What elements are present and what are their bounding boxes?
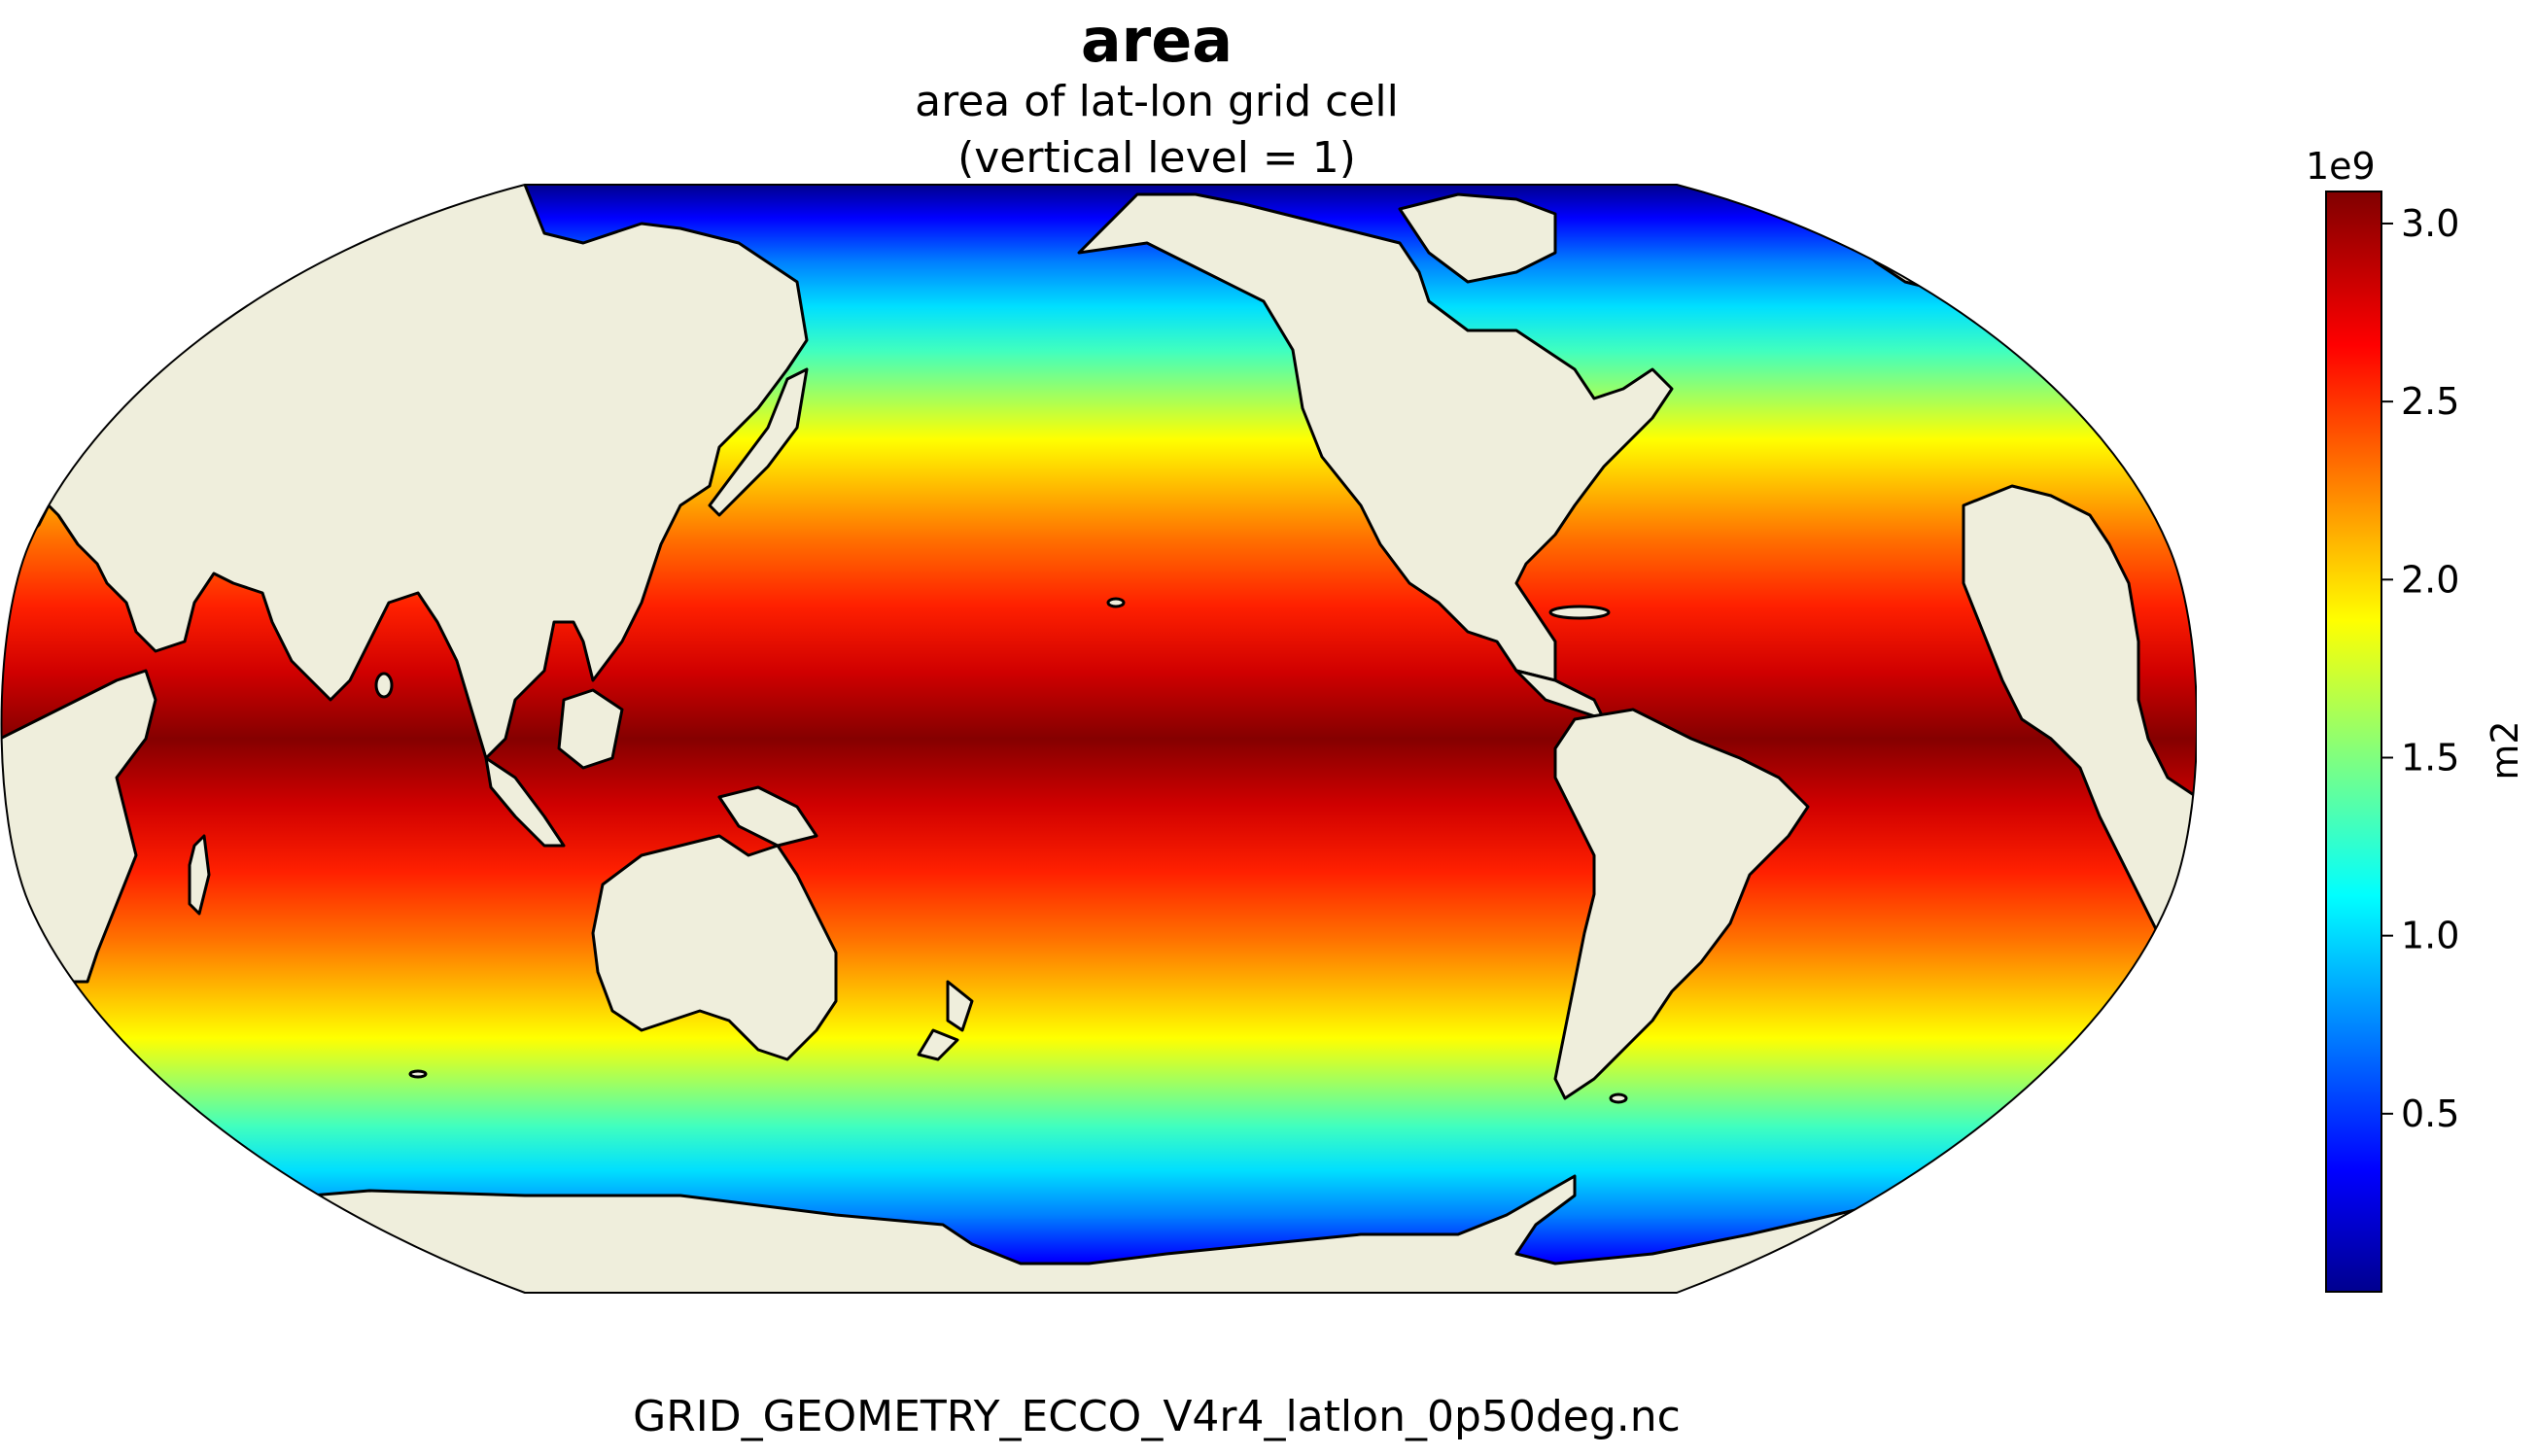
land-madagascar: [188, 834, 211, 916]
map-title: area: [1080, 5, 1234, 76]
land-sri-lanka: [374, 672, 394, 699]
land-new-zealand-south: [917, 1028, 959, 1061]
land-antarctica: [1, 1174, 2197, 1293]
land-falklands: [1609, 1092, 1628, 1104]
colorbar-label: m2: [2484, 720, 2526, 780]
land-south-america: [1553, 708, 1810, 1100]
land-new-guinea: [717, 785, 818, 848]
land-africa-east: [1962, 484, 2197, 974]
land-borneo: [557, 688, 624, 770]
land-new-zealand: [946, 980, 974, 1032]
colorbar-multiplier: 1e9: [2306, 145, 2376, 188]
colorbar-gradient: [2325, 191, 2382, 1293]
world-map: [0, 184, 2197, 1294]
source-filename: GRID_GEOMETRY_ECCO_V4r4_latlon_0p50deg.n…: [633, 1392, 1681, 1441]
land-cuba: [1548, 605, 1611, 620]
colorbar-tick-label: 3.0: [2401, 202, 2459, 245]
colorbar-tick-label: 0.5: [2401, 1092, 2459, 1135]
globe-outline: [0, 184, 2197, 1294]
map-subtitle-line1: area of lat-lon grid cell: [915, 77, 1399, 126]
colorbar-tick-label: 1.0: [2401, 915, 2459, 957]
map-subtitle-line2: (vertical level = 1): [957, 133, 1356, 183]
land-australia: [591, 834, 838, 1061]
colorbar-tick-label: 1.5: [2401, 736, 2459, 779]
land-sumatra: [484, 756, 566, 848]
small-islands: [374, 597, 1628, 1104]
colorbar-tick-label: 2.0: [2401, 558, 2459, 601]
land-japan: [708, 367, 809, 517]
land-north-america: [1077, 192, 1674, 682]
land-greenland: [1398, 192, 1557, 284]
colorbar-ticks: 0.5 1.0 1.5 2.0 2.5 3.0: [2381, 202, 2459, 1135]
land-south-georgia: [408, 1069, 428, 1079]
land-hawaii: [1106, 597, 1126, 608]
colorbar-tick-label: 2.5: [2401, 380, 2459, 423]
